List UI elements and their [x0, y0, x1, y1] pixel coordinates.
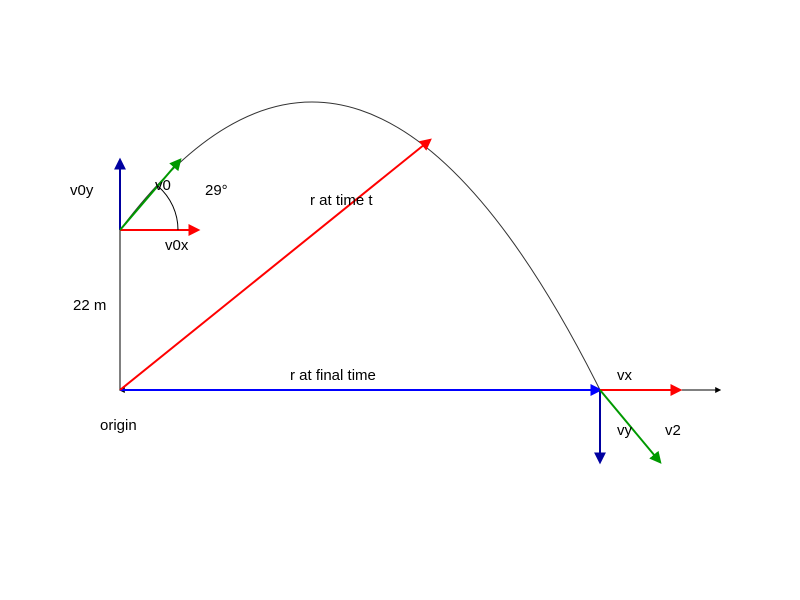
physics-diagram: v0y v0 29° v0x 22 m r at time t r at final tim…: [0, 0, 800, 600]
trajectory-curve: [120, 102, 600, 390]
label-v0: v0: [155, 177, 171, 194]
label-r-final: r at final time: [290, 367, 376, 384]
label-vx: vx: [617, 367, 633, 384]
label-v2: v2: [665, 422, 681, 439]
label-vy: vy: [617, 422, 633, 439]
label-origin: origin: [100, 417, 137, 434]
label-v0y: v0y: [70, 182, 94, 199]
label-angle: 29°: [205, 182, 228, 199]
label-v0x: v0x: [165, 237, 189, 254]
v0-vector: [120, 160, 180, 230]
label-r-time-t: r at time t: [310, 192, 373, 209]
label-height: 22 m: [73, 297, 106, 314]
